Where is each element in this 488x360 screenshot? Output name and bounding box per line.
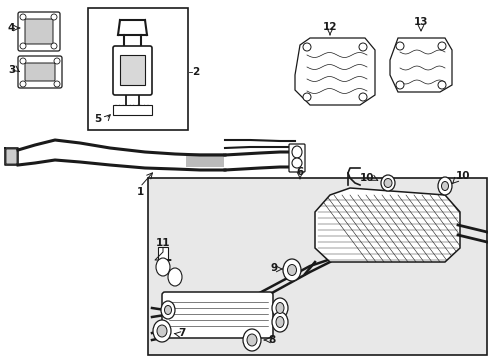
Polygon shape: [294, 38, 374, 105]
Ellipse shape: [291, 158, 302, 168]
Ellipse shape: [51, 14, 57, 20]
Text: 11: 11: [156, 238, 170, 248]
FancyBboxPatch shape: [25, 63, 55, 81]
Ellipse shape: [291, 146, 302, 158]
Ellipse shape: [153, 320, 171, 342]
Bar: [113, 105, 152, 115]
Ellipse shape: [20, 43, 26, 49]
Ellipse shape: [275, 302, 284, 314]
Polygon shape: [389, 38, 451, 92]
Text: 3: 3: [8, 65, 15, 75]
Ellipse shape: [437, 42, 445, 50]
Ellipse shape: [51, 43, 57, 49]
Ellipse shape: [380, 175, 394, 191]
Bar: [158, 247, 168, 265]
Ellipse shape: [358, 43, 366, 51]
Ellipse shape: [20, 81, 26, 87]
Text: 10: 10: [359, 173, 373, 183]
FancyBboxPatch shape: [25, 19, 53, 44]
Ellipse shape: [303, 43, 310, 51]
Ellipse shape: [283, 259, 301, 281]
Ellipse shape: [243, 329, 261, 351]
Bar: [88, 8, 187, 130]
Bar: [148, 178, 486, 355]
Text: 2: 2: [192, 67, 199, 77]
FancyBboxPatch shape: [18, 12, 60, 51]
Text: 1: 1: [136, 187, 143, 197]
Ellipse shape: [156, 258, 170, 276]
FancyBboxPatch shape: [185, 153, 224, 167]
Ellipse shape: [441, 181, 447, 190]
Ellipse shape: [271, 298, 287, 318]
Ellipse shape: [20, 58, 26, 64]
Text: 6: 6: [296, 167, 303, 177]
Ellipse shape: [437, 177, 451, 195]
Text: 13: 13: [413, 17, 427, 27]
Text: 9: 9: [270, 263, 278, 273]
FancyBboxPatch shape: [18, 56, 62, 88]
FancyBboxPatch shape: [288, 144, 305, 172]
Ellipse shape: [20, 14, 26, 20]
Ellipse shape: [358, 93, 366, 101]
Text: 8: 8: [267, 335, 275, 345]
Text: 12: 12: [322, 22, 337, 32]
Ellipse shape: [395, 81, 403, 89]
Ellipse shape: [168, 268, 182, 286]
Ellipse shape: [275, 316, 284, 328]
Text: 7: 7: [178, 328, 185, 338]
Ellipse shape: [157, 325, 167, 337]
Ellipse shape: [246, 334, 257, 346]
FancyBboxPatch shape: [6, 149, 17, 164]
Ellipse shape: [54, 58, 60, 64]
Text: 4: 4: [8, 23, 15, 33]
Ellipse shape: [164, 306, 171, 315]
Ellipse shape: [287, 265, 296, 275]
Ellipse shape: [395, 42, 403, 50]
Bar: [120, 55, 145, 85]
Ellipse shape: [383, 179, 391, 188]
FancyBboxPatch shape: [162, 292, 272, 338]
FancyBboxPatch shape: [113, 46, 152, 95]
Ellipse shape: [303, 93, 310, 101]
Ellipse shape: [54, 81, 60, 87]
Polygon shape: [314, 188, 459, 262]
Ellipse shape: [161, 301, 175, 319]
Ellipse shape: [271, 312, 287, 332]
Ellipse shape: [437, 81, 445, 89]
Text: 10: 10: [455, 171, 469, 181]
Text: 5: 5: [94, 114, 101, 124]
